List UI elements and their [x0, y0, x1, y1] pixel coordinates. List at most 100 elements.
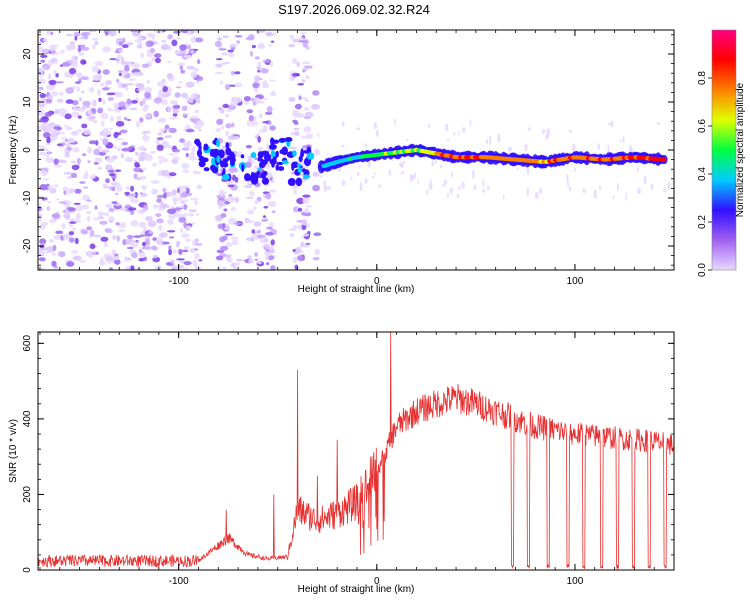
spectrogram-noise-blob	[105, 178, 110, 184]
spectrogram-noise-blob	[271, 210, 276, 214]
spectrogram-y-tick-label: 10	[22, 96, 33, 108]
spectrogram-noise-blob	[58, 201, 67, 204]
spectrogram-noise-blob	[263, 205, 269, 209]
spectrogram-noise-blob	[86, 199, 92, 202]
spectrogram-cluster-blob	[211, 166, 219, 174]
spectrogram-noise-blob	[251, 229, 256, 234]
spectrogram-noise-blob	[181, 199, 189, 202]
spectrogram-noise-blob	[266, 162, 271, 169]
spectrogram-noise-blob	[83, 186, 89, 189]
spectrogram-noise-blob	[245, 237, 254, 241]
spectrogram-noise-blob	[254, 258, 259, 261]
spectrogram-noise-blob	[264, 237, 269, 243]
spectrogram-noise-blob	[356, 127, 361, 131]
spectrogram-noise-blob	[234, 176, 239, 183]
spectrogram-noise-blob	[364, 178, 368, 184]
spectrogram-noise-blob	[288, 228, 297, 232]
spectrogram-noise-blob	[115, 132, 122, 136]
spectrogram-noise-blob	[42, 251, 49, 254]
spectrogram-noise-blob	[144, 91, 152, 99]
spectrogram-noise-blob	[153, 110, 159, 118]
spectrogram-noise-blob	[49, 238, 55, 243]
spectrogram-noise-blob	[121, 106, 127, 110]
spectrogram-noise-blob	[185, 124, 190, 128]
spectrogram-cluster-blob	[256, 170, 261, 176]
colorbar-tick-label: 0.6	[697, 119, 708, 133]
spectrogram-noise-blob	[159, 201, 164, 204]
spectrogram-noise-blob	[443, 179, 448, 186]
spectrogram-noise-blob	[171, 189, 178, 195]
spectrogram-noise-blob	[126, 98, 132, 105]
spectrogram-noise-blob	[67, 207, 77, 212]
spectrogram-noise-blob	[117, 39, 124, 42]
spectrogram-noise-blob	[257, 61, 262, 67]
spectrogram-cluster-blob	[250, 152, 257, 159]
spectrogram-noise-blob	[265, 31, 273, 37]
spectrogram-noise-blob	[105, 203, 113, 208]
spectrogram-noise-blob	[264, 250, 271, 256]
spectrogram-noise-blob	[143, 256, 148, 261]
spectrogram-noise-blob	[95, 251, 99, 255]
spectrogram-noise-blob	[188, 156, 198, 161]
spectrogram-noise-blob	[271, 90, 276, 96]
spectrogram-noise-blob	[131, 62, 140, 69]
spectrogram-noise-blob	[402, 160, 406, 164]
spectrogram-noise-blob	[166, 230, 176, 233]
spectrogram-noise-blob	[257, 261, 262, 265]
spectrogram-noise-blob	[177, 62, 185, 67]
spectrogram-noise-blob	[88, 140, 97, 145]
spectrogram-noise-blob	[607, 144, 610, 151]
spectrogram-noise-blob	[81, 105, 91, 109]
spectrogram-noise-blob	[539, 187, 543, 194]
spectrogram-noise-blob	[301, 79, 306, 83]
spectrogram-noise-blob	[257, 136, 262, 143]
spectrogram-cluster-blob	[281, 148, 288, 152]
spectrogram-noise-blob	[63, 213, 71, 219]
spectrogram-noise-blob	[179, 65, 183, 71]
spectrogram-cluster-blob	[287, 178, 296, 186]
spectrogram-cluster-blob	[296, 163, 301, 168]
spectrogram-noise-blob	[341, 179, 346, 186]
spectrogram-noise-blob	[39, 71, 44, 77]
spectrogram-noise-blob	[222, 222, 226, 229]
spectrogram-noise-blob	[162, 141, 170, 149]
spectrogram-noise-blob	[70, 130, 80, 136]
spectrogram-noise-blob	[47, 73, 52, 80]
spectrogram-noise-blob	[73, 72, 79, 76]
spectrogram-noise-blob	[107, 109, 116, 112]
spectrogram-cluster-blob	[198, 144, 202, 152]
spectrogram-noise-blob	[299, 250, 304, 254]
spectrogram-noise-blob	[228, 52, 235, 58]
spectrogram-noise-blob	[643, 175, 647, 185]
spectrogram-noise-blob	[47, 94, 53, 100]
spectrogram-noise-blob	[116, 185, 123, 192]
spectrogram-noise-blob	[571, 143, 576, 152]
spectrogram-noise-blob	[115, 47, 123, 51]
spectrogram-noise-blob	[71, 164, 80, 171]
spectrogram-noise-blob	[180, 227, 184, 233]
spectrogram-noise-blob	[327, 186, 331, 190]
spectrogram-noise-blob	[297, 82, 305, 86]
spectrogram-noise-blob	[176, 86, 182, 89]
spectrogram-x-tick-label: -100	[169, 276, 189, 287]
spectrogram-noise-blob	[312, 171, 320, 177]
spectrogram-noise-blob	[411, 174, 415, 180]
spectrogram-noise-blob	[68, 67, 77, 75]
spectrogram-noise-blob	[98, 97, 102, 103]
spectrogram-noise-blob	[159, 232, 168, 238]
spectrogram-noise-blob	[122, 37, 126, 44]
spectrogram-noise-blob	[97, 166, 103, 170]
spectrogram-noise-blob	[227, 184, 235, 188]
spectrogram-cluster-blob	[222, 174, 230, 181]
spectrogram-noise-blob	[117, 81, 123, 89]
spectrogram-noise-blob	[160, 44, 170, 51]
spectrogram-noise-blob	[76, 157, 81, 164]
spectrogram-noise-blob	[297, 207, 303, 212]
spectrogram-noise-blob	[225, 109, 233, 112]
spectrogram-noise-blob	[175, 49, 179, 56]
spectrogram-cluster-blob	[263, 153, 272, 162]
spectrogram-noise-blob	[152, 163, 157, 167]
spectrogram-noise-blob	[235, 196, 239, 203]
spectrogram-noise-blob	[167, 106, 172, 113]
spectrogram-noise-blob	[62, 199, 71, 206]
